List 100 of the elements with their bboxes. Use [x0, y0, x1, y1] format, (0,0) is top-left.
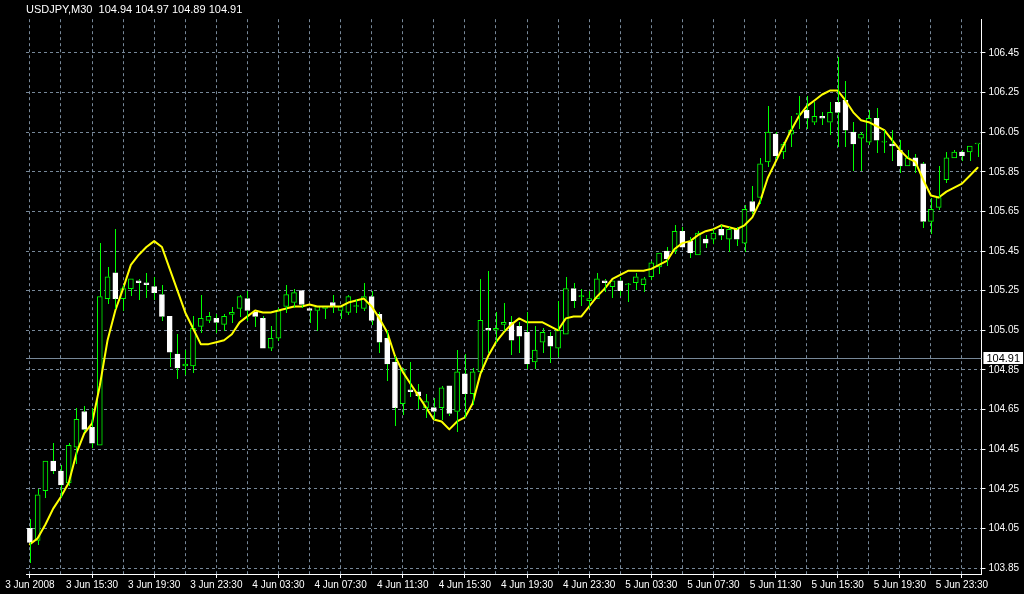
candlestick: [229, 306, 235, 324]
candlestick: [399, 367, 406, 416]
candlestick: [757, 157, 763, 205]
candlestick: [454, 349, 460, 433]
candlestick: [524, 311, 530, 370]
candlestick: [128, 278, 134, 297]
candlestick: [143, 272, 150, 299]
x-tick-label: 4 Jun 07:30: [314, 578, 368, 590]
candlestick: [283, 284, 290, 314]
candlestick: [664, 246, 670, 267]
candlestick: [221, 313, 227, 332]
candlestick: [827, 101, 833, 136]
candlestick: [951, 149, 958, 159]
y-tick-label: 106.25: [988, 86, 1020, 98]
x-tick-label: 5 Jun 23:30: [935, 578, 989, 590]
candlestick: [298, 290, 305, 309]
candlestick: [485, 270, 491, 354]
candlestick: [81, 405, 88, 433]
candlestick: [407, 361, 414, 398]
x-tick-label: 4 Jun 19:30: [500, 578, 554, 590]
candlestick: [586, 290, 592, 309]
candlestick: [819, 111, 826, 126]
x-tick-label: 3 Jun 2008: [5, 578, 56, 590]
x-tick-label: 4 Jun 03:30: [252, 578, 306, 590]
candlestick: [974, 142, 981, 158]
x-tick-label: 3 Jun 15:30: [65, 578, 119, 590]
candlestick: [493, 311, 499, 344]
candlestick: [500, 302, 507, 332]
candlestick: [935, 165, 942, 211]
candlestick: [166, 316, 173, 368]
candlestick: [384, 329, 391, 382]
candlestick: [205, 311, 212, 324]
candlestick: [966, 145, 973, 162]
candlestick: [96, 242, 103, 446]
candlestick: [190, 315, 196, 374]
candlestick: [632, 272, 639, 291]
candlestick: [392, 355, 398, 427]
y-tick-label: 103.85: [988, 561, 1020, 573]
x-tick-label: 3 Jun 19:30: [128, 578, 181, 590]
x-tick-label: 4 Jun 23:30: [563, 578, 616, 590]
x-tick-label: 5 Jun 15:30: [811, 578, 865, 590]
chart-title: USDJPY,M30 104.94 104.97 104.89 104.91: [26, 2, 243, 15]
x-tick-label: 5 Jun 03:30: [625, 578, 678, 590]
x-tick-label: 4 Jun 11:30: [376, 578, 429, 590]
candlestick: [594, 272, 600, 299]
candlestick: [726, 226, 732, 253]
candlestick: [112, 228, 119, 310]
candlestick: [749, 185, 756, 215]
candlestick: [718, 224, 725, 241]
ref-line-label: 104.91: [986, 351, 1021, 364]
candlestick: [928, 197, 934, 235]
candlestick: [687, 236, 693, 259]
candlestick: [764, 105, 771, 168]
x-tick-label: 3 Jun 23:30: [190, 578, 243, 590]
y-tick-label: 104.45: [988, 442, 1020, 454]
candlestick: [159, 284, 165, 322]
y-tick-label: 104.65: [988, 403, 1020, 415]
candlestick: [516, 321, 523, 354]
candlestick: [531, 325, 538, 370]
candlestick: [881, 129, 888, 154]
candlestick: [563, 276, 569, 335]
y-tick-label: 105.25: [988, 284, 1020, 296]
candlestick: [267, 325, 274, 352]
candlestick: [197, 294, 204, 334]
candlestick: [260, 315, 266, 349]
candlestick: [89, 407, 95, 449]
y-tick-label: 105.45: [988, 244, 1020, 256]
candlestick: [151, 276, 157, 301]
y-tick-label: 105.85: [988, 165, 1020, 177]
x-tick-label: 5 Jun 19:30: [873, 578, 927, 590]
candlestick: [50, 442, 57, 475]
x-tick-label: 5 Jun 07:30: [687, 578, 740, 590]
candlestick: [625, 283, 631, 303]
candlestick: [920, 161, 926, 229]
candlestick: [213, 313, 220, 334]
candlestick: [306, 308, 313, 324]
candlestick: [796, 95, 802, 130]
y-tick-label: 104.25: [988, 482, 1020, 494]
candlestick: [850, 121, 857, 172]
candlestick: [733, 226, 740, 247]
candlestick: [897, 139, 903, 174]
candlestick: [617, 276, 624, 297]
candlestick: [462, 353, 468, 419]
candlestick: [135, 278, 142, 301]
y-tick-label: 104.85: [988, 363, 1020, 375]
candlestick: [27, 518, 33, 564]
y-tick-label: 105.65: [988, 205, 1020, 217]
candlestick: [555, 300, 561, 358]
candlestick: [58, 464, 64, 499]
candlestick: [252, 312, 258, 328]
candlestick: [601, 278, 608, 293]
candlestick: [834, 56, 841, 148]
candlestick: [547, 331, 554, 364]
y-tick-label: 106.45: [988, 46, 1020, 58]
x-tick-label: 4 Jun 15:30: [438, 578, 492, 590]
candlestick: [430, 397, 437, 421]
y-tick-label: 105.05: [988, 324, 1020, 336]
y-tick-label: 104.05: [988, 522, 1020, 534]
x-tick-label: 5 Jun 11:30: [749, 578, 802, 590]
y-tick-label: 106.05: [988, 125, 1020, 137]
